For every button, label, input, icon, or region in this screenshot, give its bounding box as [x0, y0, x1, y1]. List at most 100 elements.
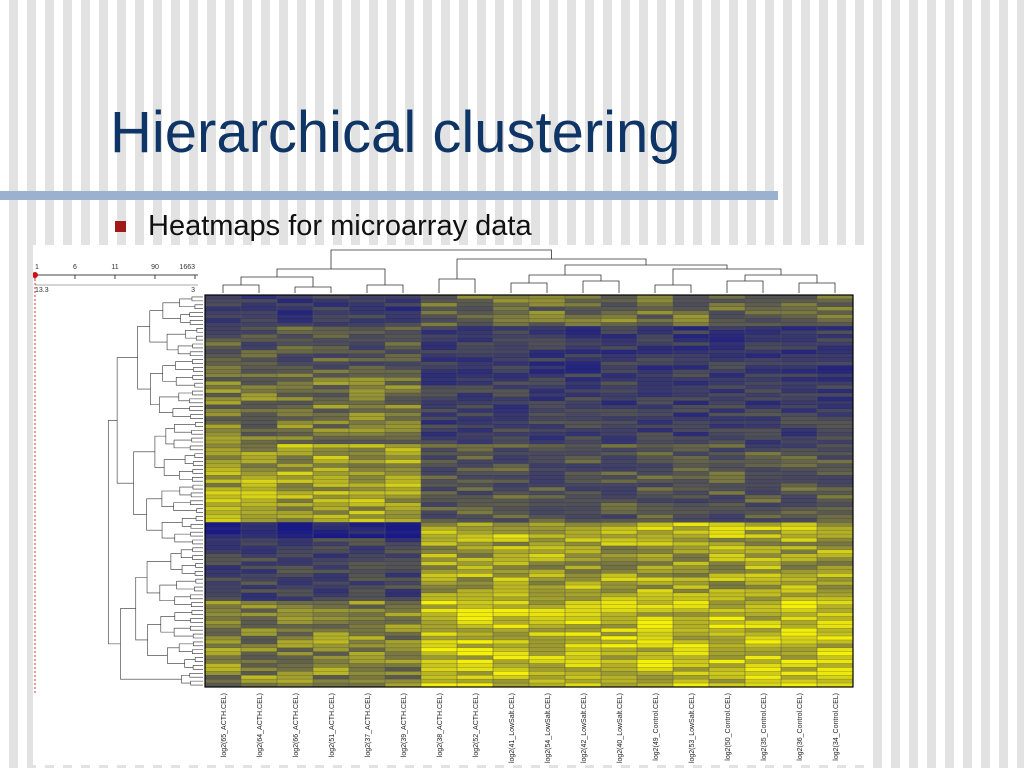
heatmap-cell [817, 302, 854, 308]
heatmap-cell [565, 432, 602, 437]
heatmap-cell [385, 530, 422, 535]
heatmap-cell [421, 549, 458, 555]
heatmap-cell [493, 589, 530, 594]
heatmap-cell [313, 636, 350, 641]
column-label: log2(52_ACTH.CEL) [473, 693, 480, 757]
heatmap-cell [529, 302, 566, 308]
heatmap-cell [673, 298, 710, 304]
heatmap-cell [349, 357, 386, 362]
heatmap-cell [601, 459, 638, 464]
heatmap-cell [637, 440, 674, 445]
heatmap-cell [745, 338, 782, 343]
heatmap-cell [277, 306, 314, 311]
heatmap-cell [313, 459, 350, 464]
heatmap-cell [241, 483, 278, 488]
heatmap-cell [781, 381, 818, 386]
heatmap-cell [745, 651, 782, 656]
heatmap-cell [745, 600, 782, 605]
heatmap-cell [277, 479, 314, 484]
row-dendrogram-branch [154, 435, 166, 468]
heatmap-cell [313, 651, 350, 656]
heatmap-cell [529, 377, 566, 382]
heatmap-cell [277, 624, 314, 629]
heatmap-cell [205, 330, 242, 335]
heatmap-cell [457, 353, 494, 359]
heatmap-cell [637, 381, 674, 386]
heatmap-cell [457, 443, 494, 449]
heatmap-cell [493, 393, 530, 398]
heatmap-cell [781, 306, 818, 311]
heatmap-cell [385, 326, 422, 331]
heatmap-cell [709, 534, 746, 539]
row-dendrogram-branch [192, 476, 203, 482]
heatmap-cell [385, 342, 422, 347]
heatmap-cell [349, 651, 386, 656]
heatmap-cell [565, 420, 602, 425]
heatmap-cell [637, 491, 674, 496]
heatmap-cell [601, 451, 638, 457]
heatmap-cell [349, 302, 386, 308]
heatmap-cell [349, 510, 386, 515]
heatmap-cell [421, 338, 458, 343]
heatmap-cell [781, 357, 818, 362]
heatmap-cell [637, 443, 674, 449]
heatmap-cell [493, 310, 530, 315]
heatmap-cell [817, 338, 854, 343]
heatmap-cell [781, 365, 818, 370]
heatmap-cell [493, 514, 530, 519]
heatmap-cell [205, 475, 242, 480]
heatmap-cell [709, 369, 746, 374]
heatmap-cell [313, 671, 350, 676]
heatmap-cell [529, 318, 566, 323]
heatmap-cell [565, 326, 602, 331]
heatmap-cell [709, 596, 746, 602]
heatmap-cell [565, 585, 602, 590]
heatmap-cell [493, 506, 530, 511]
heatmap-cell [493, 455, 530, 460]
heatmap-cell [673, 357, 710, 362]
heatmap-cell [673, 683, 710, 688]
heatmap-cell [493, 616, 530, 621]
heatmap-cell [529, 361, 566, 366]
heatmap-cell [565, 459, 602, 464]
column-label: log2(41_LowSalt.CEL) [509, 693, 516, 763]
heatmap-cell [457, 318, 494, 323]
heatmap-cell [817, 573, 854, 578]
heatmap-cell [601, 310, 638, 315]
heatmap-cell [565, 342, 602, 347]
heatmap-cell [565, 412, 602, 417]
heatmap-cell [673, 381, 710, 386]
heatmap-cell [493, 494, 530, 500]
heatmap-cell [565, 526, 602, 531]
heatmap-cell [241, 318, 278, 323]
heatmap-cell [637, 647, 674, 653]
heatmap-cell [205, 420, 242, 425]
heatmap-cell [745, 334, 782, 339]
heatmap-cell [349, 561, 386, 566]
heatmap-cell [421, 345, 458, 351]
heatmap-cell [673, 365, 710, 370]
heatmap-cell [241, 553, 278, 558]
row-dendrogram-branch [195, 516, 203, 521]
heatmap-cell [565, 545, 602, 551]
heatmap-cell [637, 424, 674, 429]
heatmap-cell [745, 381, 782, 386]
heatmap-cell [781, 420, 818, 425]
heatmap-cell [673, 302, 710, 308]
heatmap-cell [781, 487, 818, 492]
heatmap-cell [385, 487, 422, 492]
heatmap-cell [637, 616, 674, 621]
heatmap-cell [457, 679, 494, 684]
heatmap-cell [277, 561, 314, 566]
heatmap-cell [385, 467, 422, 472]
heatmap-cell [817, 647, 854, 653]
column-dendrogram-branch [798, 282, 836, 293]
heatmap-cell [673, 573, 710, 578]
heatmap-cell [565, 440, 602, 445]
heatmap-cell [457, 334, 494, 339]
heatmap-cell [205, 310, 242, 315]
heatmap-cell [673, 440, 710, 445]
heatmap-cell [709, 381, 746, 386]
heatmap-cell [421, 632, 458, 637]
heatmap-cell [385, 318, 422, 323]
